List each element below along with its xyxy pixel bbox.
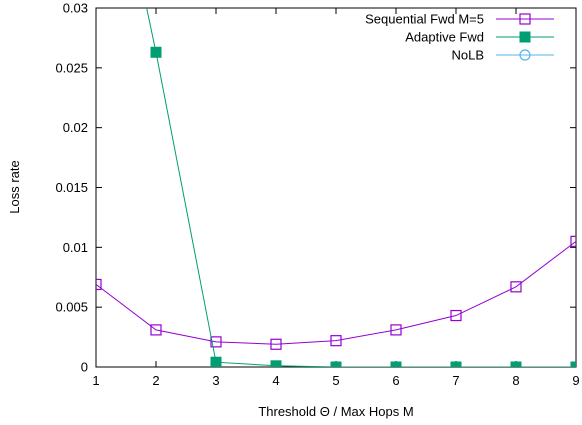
legend-label: Adaptive Fwd (405, 30, 484, 45)
data-point (210, 336, 222, 348)
series-layer (96, 8, 576, 367)
legend-marker (519, 49, 531, 61)
data-point (270, 338, 282, 350)
data-point (390, 324, 402, 336)
x-tick-label: 8 (512, 373, 519, 388)
x-tick-label: 9 (572, 373, 579, 388)
data-point (330, 335, 342, 347)
y-tick-label: 0.015 (55, 180, 88, 195)
legend-entry: Sequential Fwd M=5 (365, 12, 554, 27)
axes: 1 2 3 4 5 6 7 8 9 0 0.005 0.01 0.015 0.02 0.025 0.03 (55, 1, 579, 389)
series-line (146, 8, 576, 367)
data-point (270, 360, 282, 367)
data-point (450, 361, 462, 367)
data-point (96, 278, 102, 291)
data-point (510, 361, 522, 367)
data-point (570, 361, 576, 367)
x-axis-title: Threshold Θ / Max Hops M (258, 404, 413, 419)
data-point (510, 281, 522, 293)
legend-marker (519, 31, 531, 43)
x-tick-label: 3 (212, 373, 219, 388)
legend-label: Sequential Fwd M=5 (365, 12, 484, 27)
y-tick-label: 0.03 (63, 1, 88, 16)
legend-marker (519, 13, 531, 25)
series-sequential-fwd-m-5 (96, 235, 576, 350)
y-tick-label: 0.025 (55, 60, 88, 75)
x-tick-label: 4 (272, 373, 279, 388)
y-tick-label: 0.005 (55, 300, 88, 315)
x-tick-label: 7 (452, 373, 459, 388)
legend-entry: Adaptive Fwd (405, 30, 554, 45)
x-tick-label: 1 (92, 373, 99, 388)
x-tick-label: 5 (332, 373, 339, 388)
data-point (570, 235, 576, 247)
data-point (390, 361, 402, 367)
legend: Sequential Fwd M=5 Adaptive Fwd NoLB (365, 12, 554, 63)
series-adaptive-fwd (146, 8, 576, 367)
y-tick-label: 0.01 (63, 240, 88, 255)
data-point (330, 361, 342, 367)
series-line (96, 240, 576, 345)
legend-label: NoLB (451, 48, 484, 63)
x-tick-label: 6 (392, 373, 399, 388)
plot-frame (95, 7, 577, 368)
y-tick-label: 0.02 (63, 120, 88, 135)
y-tick-label: 0 (81, 360, 88, 375)
y-axis-title: Loss rate (7, 160, 22, 213)
data-point (150, 46, 162, 58)
x-tick-label: 2 (152, 373, 159, 388)
data-point (450, 309, 462, 322)
data-point (210, 356, 222, 367)
legend-entry: NoLB (451, 48, 554, 63)
data-point (150, 324, 162, 336)
